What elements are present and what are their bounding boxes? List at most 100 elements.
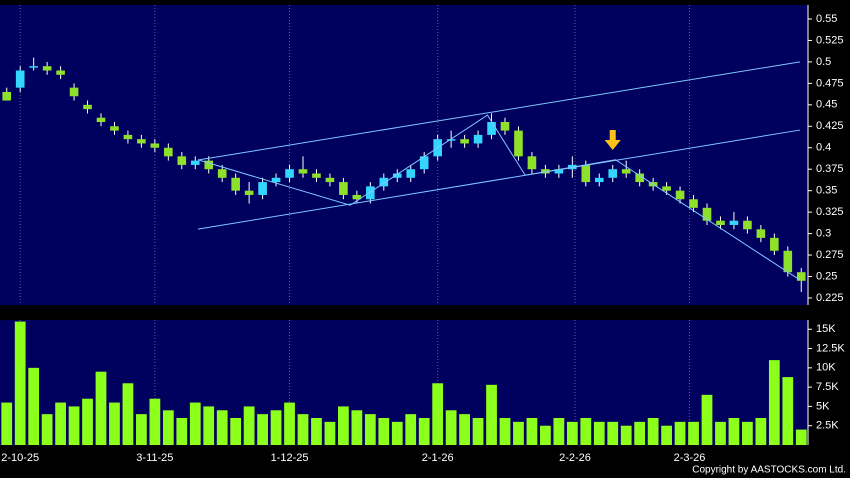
candle-body (217, 169, 227, 178)
candle-body (231, 177, 240, 191)
volume-bar (378, 417, 390, 445)
candle-body (379, 177, 389, 187)
volume-bar (41, 414, 53, 445)
volume-bar (405, 414, 417, 445)
candle-body (271, 177, 281, 183)
y-tick-label: 0.475 (816, 77, 844, 89)
candle-body (770, 237, 779, 251)
volume-bar (566, 421, 578, 445)
volume-bar (768, 360, 780, 445)
trend-line (197, 114, 801, 281)
volume-bar (216, 410, 228, 445)
volume-bar (486, 384, 497, 445)
volume-bar (715, 421, 726, 445)
y-tick-label: 0.275 (816, 249, 844, 261)
volume-bar (795, 429, 807, 445)
volume-bar (284, 402, 295, 445)
y-tick-label: 0.375 (816, 163, 844, 175)
candle-body (729, 220, 739, 225)
volume-bar (728, 417, 740, 445)
volume-bar (14, 321, 26, 445)
candle-body (460, 139, 469, 144)
arrow-marker (604, 130, 621, 151)
volume-bar (634, 421, 646, 445)
volume-panel (0, 320, 808, 445)
candle-body (527, 156, 537, 170)
candle-body (2, 91, 12, 101)
volume-bar (176, 417, 188, 445)
y2-tick-label: 2.5K (816, 420, 839, 432)
volume-bar (620, 425, 632, 445)
candle-body (689, 199, 698, 208)
volume-bar (55, 402, 66, 445)
y2-tick-label: 12.5K (816, 342, 845, 354)
candle-body (500, 121, 510, 131)
candle-body (56, 70, 65, 75)
y-tick-label: 0.3 (816, 227, 831, 239)
x-tick-label: 1-12-25 (271, 452, 309, 464)
y2-tick-label: 15K (816, 323, 836, 335)
volume-bar (270, 410, 282, 445)
volume-bar (257, 414, 268, 445)
y-tick-label: 0.25 (816, 270, 837, 282)
y-tick-label: 0.325 (816, 206, 844, 218)
volume-bar (540, 425, 551, 445)
x-tick-label: 2-1-26 (422, 452, 454, 464)
volume-bar (68, 406, 80, 445)
candle-body (796, 272, 806, 281)
candle-body (137, 139, 146, 144)
candle-body (756, 229, 766, 238)
candle-body (783, 250, 793, 273)
volume-bar (1, 402, 13, 445)
volume-bar (782, 377, 794, 445)
price-panel (0, 5, 808, 305)
volume-bar (688, 421, 699, 445)
candle-body (581, 164, 591, 183)
y-tick-label: 0.4 (816, 142, 831, 154)
volume-bar (472, 417, 484, 445)
volume-bar (513, 421, 524, 445)
volume-bar (230, 417, 242, 445)
candle-body (325, 177, 335, 183)
candle-body (204, 160, 214, 170)
volume-bar (82, 398, 93, 445)
volume-bar (499, 417, 511, 445)
copyright: Copyright by AASTOCKS.com Ltd. (692, 465, 846, 476)
x-tick-label: 3-11-25 (136, 452, 173, 464)
volume-bar (755, 417, 767, 445)
volume-bar (297, 414, 309, 445)
candle-body (608, 169, 618, 178)
volume-bar (593, 421, 605, 445)
y2-tick-label: 7.5K (816, 381, 839, 393)
volume-bar (243, 406, 255, 445)
volume-bar (553, 417, 565, 445)
y-tick-label: 0.5 (816, 56, 831, 68)
volume-bar (122, 383, 134, 445)
trend-line (197, 61, 801, 161)
y2-tick-label: 10K (816, 362, 836, 374)
volume-bar (418, 417, 430, 445)
volume-bar (445, 410, 457, 445)
candle-body (487, 121, 496, 135)
y-tick-label: 0.425 (816, 120, 844, 132)
volume-bar (351, 410, 363, 445)
volume-bar (324, 421, 336, 445)
y-tick-label: 0.35 (816, 185, 837, 197)
y-tick-label: 0.525 (816, 34, 844, 46)
candle-body (190, 160, 200, 165)
volume-bar (526, 417, 538, 445)
volume-bar (189, 402, 201, 445)
candle-body (554, 169, 564, 174)
y2-tick-label: 5K (816, 400, 830, 412)
candle-body (702, 207, 712, 221)
candle-body (662, 186, 671, 191)
candle-body (123, 134, 133, 140)
volume-bar (432, 383, 444, 445)
volume-bar (391, 421, 403, 445)
candle-body (83, 104, 92, 110)
volume-bar (136, 414, 147, 445)
volume-bar (109, 402, 120, 445)
candle-body (110, 126, 119, 131)
volume-bar (580, 417, 592, 445)
candle-body (298, 169, 308, 174)
